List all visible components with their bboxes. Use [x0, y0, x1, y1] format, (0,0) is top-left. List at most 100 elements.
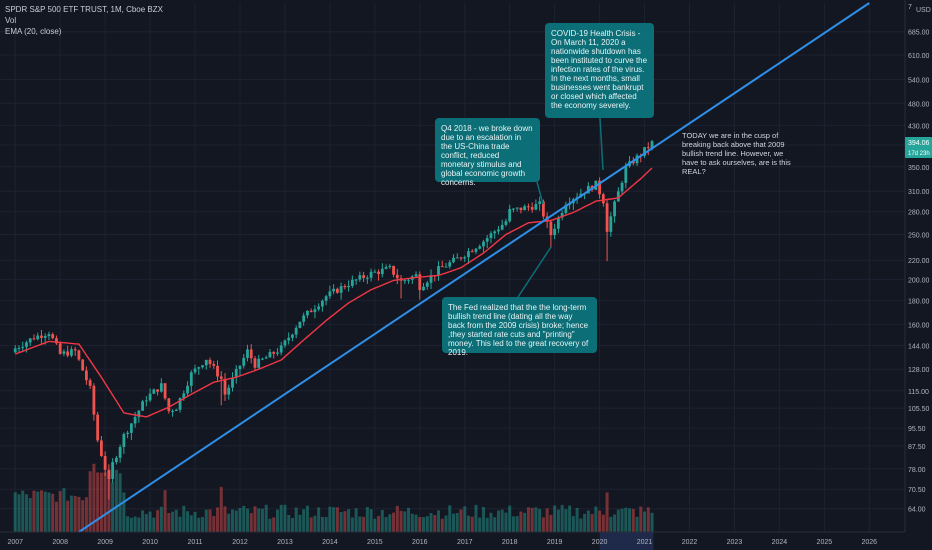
- volume-bar: [354, 508, 358, 532]
- candle-body: [613, 201, 616, 217]
- volume-bar: [579, 518, 583, 532]
- volume-bar: [62, 488, 66, 532]
- volume-bar: [433, 514, 437, 532]
- time-tick-label: 2017: [457, 539, 473, 546]
- volume-bar: [21, 490, 25, 532]
- candle-body: [25, 342, 28, 347]
- volume-bar: [590, 513, 594, 532]
- price-axis-currency: USD: [916, 7, 931, 14]
- candle-body: [631, 161, 635, 164]
- candle-body: [437, 266, 440, 276]
- volume-bar: [163, 490, 167, 532]
- volume-bar: [275, 509, 279, 532]
- volume-bar: [347, 509, 351, 532]
- q4-2018-annotation[interactable]: Q4 2018 - we broke down due to an escala…: [435, 118, 540, 187]
- fed-annotation[interactable]: The Fed realized that the the long-term …: [442, 297, 597, 357]
- volume-bar: [268, 518, 272, 532]
- bar-countdown: 17d 23h: [908, 151, 930, 157]
- candle-body: [452, 257, 455, 263]
- volume-indicator-label[interactable]: Vol: [5, 16, 17, 25]
- candle-body: [489, 233, 493, 239]
- volume-bar: [137, 517, 141, 532]
- volume-bar: [227, 513, 231, 532]
- volume-bar: [313, 515, 317, 532]
- volume-bar: [489, 512, 493, 532]
- volume-bar: [538, 508, 542, 532]
- volume-bar: [66, 500, 70, 532]
- today-annotation[interactable]: TODAY we are in the cusp of breaking bac…: [682, 131, 791, 176]
- candle-body: [467, 251, 470, 258]
- candle-body: [231, 377, 234, 388]
- volume-bar: [92, 463, 96, 532]
- volume-bar: [508, 505, 512, 532]
- volume-bar: [24, 494, 28, 532]
- volume-bar: [628, 508, 632, 532]
- candle-body: [444, 266, 448, 268]
- candle-body: [268, 352, 272, 358]
- volume-bar: [564, 509, 568, 532]
- price-tick-label: 95.50: [908, 426, 926, 433]
- last-price-tag: [905, 136, 932, 158]
- volume-bar: [388, 514, 392, 532]
- ema-indicator-label[interactable]: EMA (20, close): [5, 27, 62, 36]
- candle-body: [298, 321, 302, 328]
- candle-body: [317, 306, 321, 310]
- volume-bar: [249, 513, 253, 532]
- volume-bar: [362, 516, 366, 532]
- candle-body: [73, 349, 77, 351]
- volume-bar: [496, 510, 500, 532]
- volume-bar: [418, 517, 422, 532]
- candle-body: [339, 286, 343, 293]
- volume-bar: [643, 511, 647, 532]
- candle-body: [373, 271, 377, 273]
- volume-bar: [81, 500, 85, 532]
- volume-bar: [440, 518, 444, 532]
- candle-body: [227, 387, 231, 395]
- volume-bar: [294, 507, 298, 532]
- volume-bar: [103, 472, 107, 532]
- volume-bar: [455, 513, 459, 532]
- volume-bar: [324, 517, 328, 532]
- price-tick-label: 128.00: [908, 367, 930, 374]
- candle-body: [515, 207, 519, 209]
- volume-bar: [470, 516, 474, 532]
- candle-body: [646, 147, 650, 149]
- volume-bar: [526, 507, 530, 532]
- volume-bar: [242, 505, 246, 532]
- candle-body: [238, 365, 242, 369]
- volume-bar: [452, 513, 455, 532]
- volume-bar: [141, 510, 145, 532]
- covid-annotation[interactable]: COVID-19 Health Crisis - On March 11, 20…: [545, 23, 654, 118]
- volume-bar: [148, 511, 152, 532]
- candle-body: [133, 417, 137, 424]
- candle-body: [403, 280, 407, 282]
- volume-bar: [186, 511, 190, 532]
- q4-2018-pointer: [536, 181, 544, 205]
- candle-body: [264, 357, 268, 359]
- volume-bar: [474, 504, 478, 532]
- candle-body: [482, 241, 485, 247]
- candle-body: [519, 207, 523, 211]
- volume-bar: [212, 516, 216, 532]
- symbol-title[interactable]: SPDR S&P 500 ETF TRUST, 1M, Cboe BZX: [5, 5, 163, 14]
- candle-body: [144, 400, 148, 402]
- candle-body: [261, 358, 264, 360]
- candle-body: [201, 365, 204, 368]
- time-tick-label: 2023: [727, 539, 743, 546]
- candle-body: [369, 271, 373, 278]
- candle-body: [564, 204, 568, 213]
- candle-body: [141, 401, 144, 411]
- volume-bar: [302, 509, 306, 532]
- volume-bar: [238, 508, 242, 532]
- candle-body: [152, 389, 156, 394]
- candle-body: [324, 296, 328, 301]
- volume-bar: [193, 511, 197, 532]
- volume-bar: [530, 507, 534, 532]
- candle-body: [163, 383, 167, 399]
- volume-bar: [624, 507, 628, 532]
- candle-body: [380, 268, 384, 275]
- price-tick-label: 144.00: [908, 344, 930, 351]
- candle-body: [103, 455, 107, 470]
- volume-bar: [51, 493, 55, 532]
